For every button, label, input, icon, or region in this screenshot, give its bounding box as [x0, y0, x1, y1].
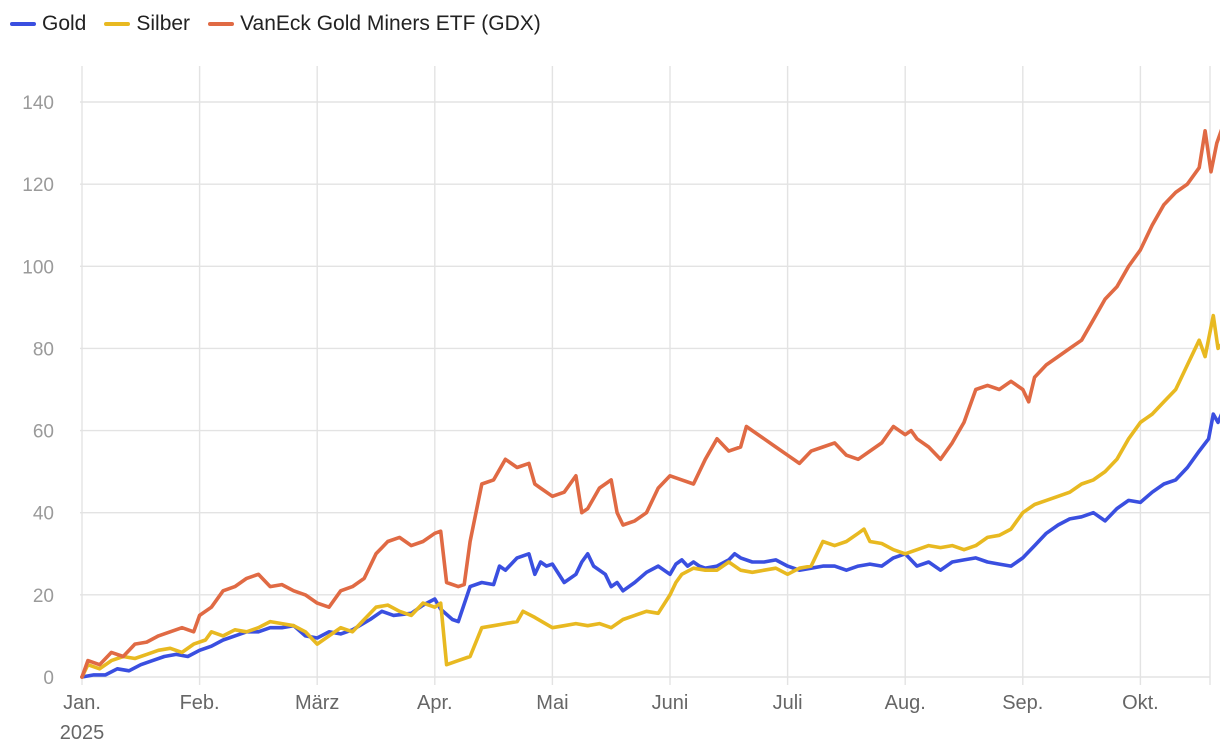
legend-label-gold: Gold [42, 12, 87, 35]
series-line-gold [80, 412, 1220, 679]
x-tick-label: Juni [652, 692, 689, 714]
series-line-silber [80, 313, 1220, 679]
y-tick-label: 100 [22, 257, 54, 278]
y-tick-label: 140 [22, 93, 54, 114]
legend-swatch-gdx [208, 22, 235, 26]
y-tick-label: 0 [43, 668, 54, 689]
x-tick-label: Aug. [885, 692, 926, 714]
x-tick-label: März [295, 692, 339, 714]
y-tick-label: 80 [33, 339, 54, 360]
y-tick-label: 40 [33, 504, 54, 525]
series-layer [80, 128, 1220, 679]
y-tick-label: 20 [33, 586, 54, 607]
y-tick-label: 120 [22, 175, 54, 196]
x-tick-label: Jan. [63, 692, 101, 714]
x-tick-label: Apr. [417, 692, 453, 714]
x-tick-label: Juli [773, 692, 803, 714]
legend-swatch-silber [104, 22, 131, 26]
legend-item-silber: Silber [104, 12, 190, 36]
x-tick-label: Sep. [1002, 692, 1043, 714]
grid-layer [80, 66, 1211, 685]
x-tick-label: Feb. [180, 692, 220, 714]
legend-item-gold: Gold [10, 12, 86, 36]
legend-label-silber: Silber [136, 12, 191, 35]
legend-swatch-gold [10, 22, 36, 26]
x-tick-label: Mai [536, 692, 568, 714]
series-line-vaneck-gold-miners-etf-gdx [80, 128, 1220, 679]
x-tick-label: Okt. [1122, 692, 1159, 714]
legend-item-gdx: VanEck Gold Miners ETF (GDX) [208, 12, 541, 36]
x-tick-sublabel: 2025 [60, 722, 105, 744]
axis-layer: 0 20 40 60 80 100 120 140 Jan. 2025 Feb. März Apr. Ma… [22, 93, 1158, 744]
y-tick-label: 60 [33, 422, 54, 443]
legend-label-gdx: VanEck Gold Miners ETF (GDX) [240, 12, 541, 35]
chart-legend: Gold Silber VanEck Gold Miners ETF (GDX) [10, 8, 541, 40]
